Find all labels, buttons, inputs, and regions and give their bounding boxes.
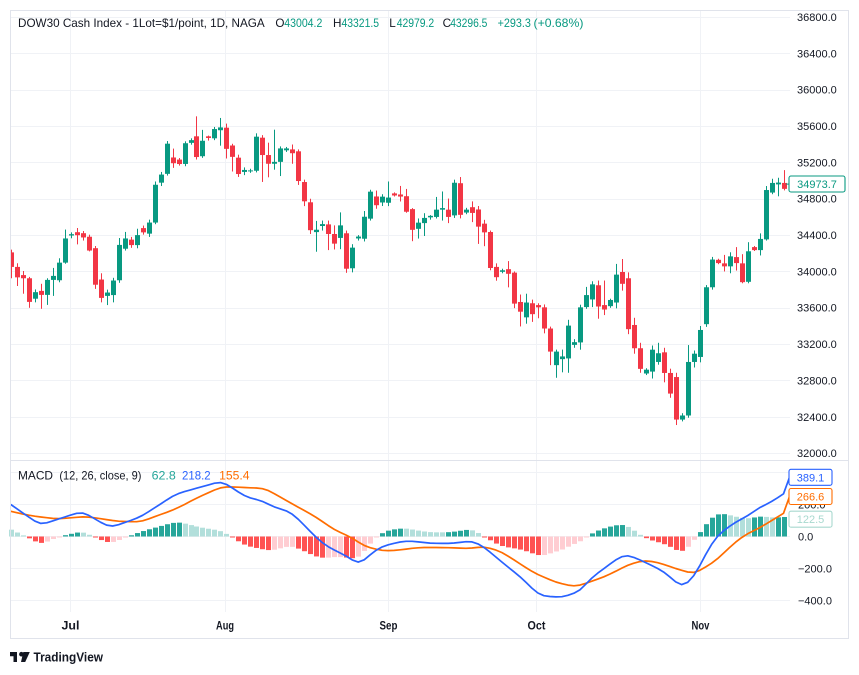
svg-text:43004.2: 43004.2	[284, 17, 322, 30]
svg-text:+293.3: +293.3	[498, 17, 531, 30]
svg-text:C: C	[443, 17, 451, 30]
svg-text:(+0.68%): (+0.68%)	[534, 17, 584, 30]
svg-text:L: L	[389, 17, 396, 30]
svg-text:35600.0: 35600.0	[797, 121, 837, 133]
svg-text:Jul: Jul	[62, 618, 80, 632]
svg-text:389.1: 389.1	[797, 472, 825, 484]
svg-text:TradingView: TradingView	[34, 650, 104, 665]
svg-text:43296.5: 43296.5	[450, 17, 488, 30]
svg-text:33600.0: 33600.0	[797, 303, 837, 315]
svg-text:Aug: Aug	[216, 618, 234, 632]
svg-text:O: O	[275, 17, 284, 30]
svg-text:32400.0: 32400.0	[797, 412, 837, 424]
svg-text:155.4: 155.4	[219, 469, 250, 482]
svg-text:33200.0: 33200.0	[797, 339, 837, 351]
svg-text:36800.0: 36800.0	[797, 12, 837, 24]
svg-text:Nov: Nov	[692, 618, 710, 632]
svg-text:122.5: 122.5	[797, 514, 825, 526]
svg-text:266.6: 266.6	[797, 492, 825, 504]
svg-text:−200.0: −200.0	[798, 564, 832, 576]
svg-text:32800.0: 32800.0	[797, 375, 837, 387]
svg-text:34000.0: 34000.0	[797, 266, 837, 278]
svg-text:H: H	[333, 17, 341, 30]
svg-text:Sep: Sep	[380, 618, 398, 632]
svg-text:42979.2: 42979.2	[397, 17, 435, 30]
svg-text:62.8: 62.8	[152, 469, 176, 482]
svg-text:36400.0: 36400.0	[797, 48, 837, 60]
svg-text:32000.0: 32000.0	[797, 448, 837, 460]
svg-text:MACD: MACD	[18, 469, 53, 482]
svg-text:218.2: 218.2	[182, 469, 211, 482]
svg-text:34400.0: 34400.0	[797, 230, 837, 242]
svg-text:36000.0: 36000.0	[797, 85, 837, 97]
svg-text:34973.7: 34973.7	[797, 179, 837, 191]
svg-text:−400.0: −400.0	[798, 596, 832, 608]
svg-text:0.0: 0.0	[798, 531, 813, 543]
svg-text:35200.0: 35200.0	[797, 157, 837, 169]
svg-text:43321.5: 43321.5	[342, 17, 380, 30]
svg-text:Oct: Oct	[528, 618, 546, 632]
svg-text:DOW30 Cash Index - 1Lot=$1/poi: DOW30 Cash Index - 1Lot=$1/point, 1D, NA…	[18, 17, 265, 30]
svg-text:(12, 26, close, 9): (12, 26, close, 9)	[59, 469, 141, 482]
svg-text:34800.0: 34800.0	[797, 194, 837, 206]
